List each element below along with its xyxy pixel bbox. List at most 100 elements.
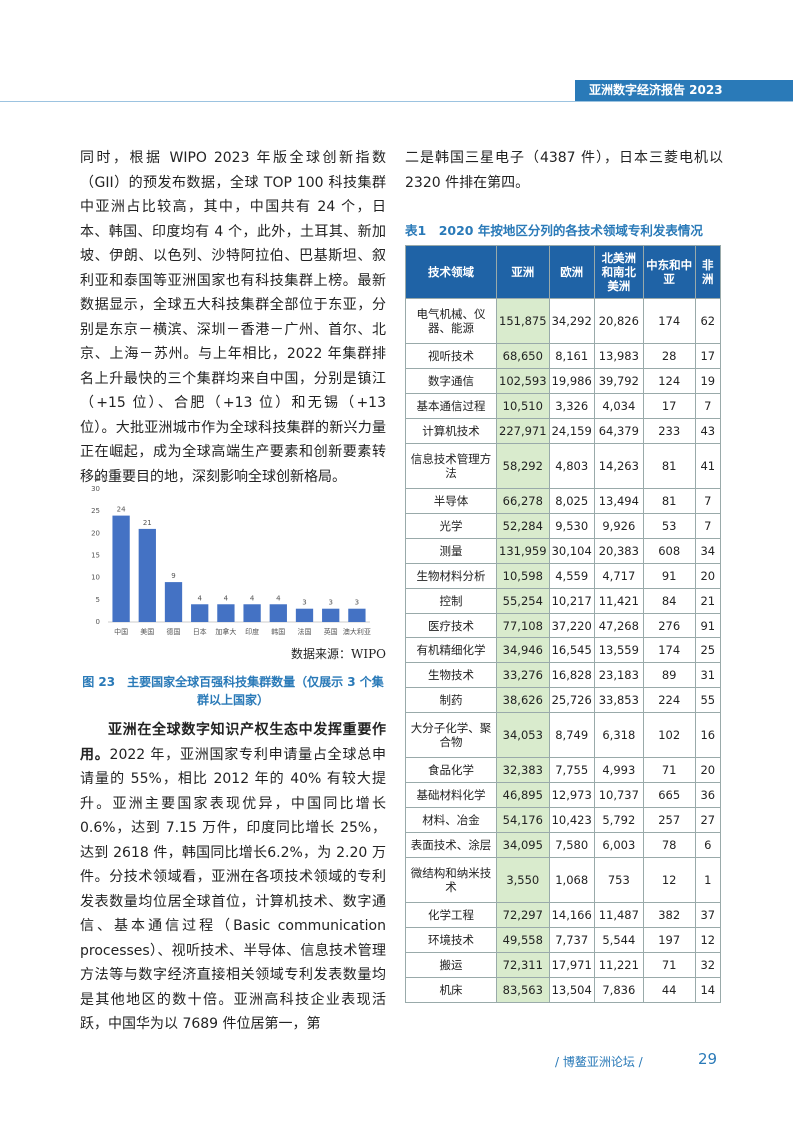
table-cell: 4,803: [548, 442, 595, 490]
table-cell: 7,836: [593, 976, 644, 1004]
table-cell: 4,559: [548, 562, 595, 589]
table-cell: 17,971: [548, 952, 595, 978]
table-cell: 化学工程: [405, 902, 497, 929]
table-cell: 33,853: [593, 687, 644, 714]
table-cell: 39,792: [593, 368, 644, 395]
table-row: 控制 55,254 10,217 11,421 84 21: [405, 587, 722, 614]
table-row: 计算机技术 227,971 24,159 64,379 233 43: [405, 417, 722, 444]
x-tick-label: 法国: [298, 627, 312, 636]
value-label: 9: [171, 572, 175, 580]
table-row: 化学工程 72,297 14,166 11,487 382 37: [405, 902, 722, 929]
value-label: 21: [143, 519, 152, 527]
table-row: 电气机械、仪器、能源 151,875 34,292 20,826 174 62: [405, 297, 722, 345]
table-row: 半导体 66,278 8,025 13,494 81 7: [405, 488, 722, 515]
table-cell: 46,895: [496, 782, 550, 809]
table-cell: 16,828: [548, 662, 595, 689]
table-cell: 77,108: [496, 612, 550, 639]
table-row: 信息技术管理方法 58,292 4,803 14,263 81 41: [405, 442, 722, 490]
table-cell: 102,593: [496, 368, 550, 395]
table-cell: 13,494: [593, 488, 644, 515]
y-tick-label: 20: [91, 529, 100, 537]
table-cell: 174: [642, 297, 696, 345]
table-row: 材料、冶金 54,176 10,423 5,792 257 27: [405, 807, 722, 834]
table-cell: 微结构和纳米技术: [405, 856, 497, 904]
table-cell: 20,383: [593, 537, 644, 564]
x-tick-label: 印度: [245, 627, 259, 636]
table-row: 制药 38,626 25,726 33,853 224 55: [405, 687, 722, 714]
table-cell: 电气机械、仪器、能源: [405, 297, 497, 345]
header-cell: 中东和中亚: [642, 245, 696, 299]
table-cell: 34,053: [496, 712, 550, 759]
table-cell: 5,544: [593, 927, 644, 954]
table-cell: 表面技术、涂层: [405, 832, 497, 858]
table-row: 基本通信过程 10,510 3,326 4,034 17 7: [405, 393, 722, 419]
table-cell: 66,278: [496, 488, 550, 515]
table-cell: 4,717: [593, 562, 644, 589]
x-tick-label: 日本: [193, 627, 207, 636]
unit-label: 单位：个: [94, 473, 122, 482]
table-cell: 7,737: [548, 927, 595, 954]
table-cell: 47,268: [593, 612, 644, 639]
y-tick-label: 10: [91, 574, 100, 582]
table-cell: 17: [642, 393, 696, 419]
table-cell: 11,421: [593, 587, 644, 614]
x-tick-label: 德国: [167, 627, 181, 636]
table-cell: 71: [642, 757, 696, 784]
text: 2022 年，亚洲国家专利申请量占全球总申请量的 55%，相比 2012 年的 …: [80, 746, 386, 1033]
table-cell: 8,025: [548, 488, 595, 515]
table-cell: 10,737: [593, 782, 644, 809]
table-cell: 34,095: [496, 832, 550, 858]
table-cell: 78: [642, 832, 696, 858]
table-cell: 91: [694, 612, 722, 639]
page-number: 29: [698, 1050, 718, 1068]
table-row: 光学 52,284 9,530 9,926 53 7: [405, 513, 722, 539]
table-cell: 44: [642, 976, 696, 1004]
value-label: 4: [224, 594, 229, 602]
table-cell: 89: [642, 662, 696, 689]
table-cell: 233: [642, 417, 696, 444]
paragraph: 二是韩国三星电子（4387 件），日本三菱电机以 2320 件排在第四。: [405, 150, 723, 191]
table-cell: 151,875: [496, 297, 550, 345]
table-cell: 382: [642, 902, 696, 929]
paragraph: 亚洲在全球数字知识产权生态中发挥重要作用。2022 年，亚洲国家专利申请量占全球…: [80, 718, 386, 1037]
y-tick-label: 15: [91, 552, 100, 560]
table-cell: 276: [642, 612, 696, 639]
table-row: 医疗技术 77,108 37,220 47,268 276 91: [405, 612, 722, 639]
table-cell: 38,626: [496, 687, 550, 714]
table-cell: 基本通信过程: [405, 393, 497, 419]
table-cell: 34,946: [496, 637, 550, 664]
table-cell: 10,598: [496, 562, 550, 589]
table-cell: 124: [642, 368, 696, 395]
table-row: 搬运 72,311 17,971 11,221 71 32: [405, 952, 722, 978]
table-cell: 608: [642, 537, 696, 564]
table-cell: 7,755: [548, 757, 595, 784]
table-cell: 131,959: [496, 537, 550, 564]
table-cell: 81: [642, 488, 696, 515]
table-cell: 6,318: [593, 712, 644, 759]
table-cell: 数字通信: [405, 368, 497, 395]
caption: 图 23 主要国家全球百强科技集群数量（仅展示 3 个集群以上国家）: [82, 675, 384, 707]
table-cell: 174: [642, 637, 696, 664]
table-cell: 机床: [405, 976, 497, 1004]
table-cell: 68,650: [496, 343, 550, 370]
bar: [191, 604, 209, 622]
table-cell: 31: [694, 662, 722, 689]
table-row: 生物技术 33,276 16,828 23,183 89 31: [405, 662, 722, 689]
table-cell: 83,563: [496, 976, 550, 1004]
table-cell: 9,530: [548, 513, 595, 539]
table-cell: 28: [642, 343, 696, 370]
table-row: 机床 83,563 13,504 7,836 44 14: [405, 976, 722, 1004]
table-cell: 54,176: [496, 807, 550, 834]
table-cell: 测量: [405, 537, 497, 564]
table-cell: 64,379: [593, 417, 644, 444]
x-tick-label: 澳大利亚: [343, 627, 371, 636]
header-cell: 欧洲: [548, 245, 595, 299]
table-row: 大分子化学、聚合物 34,053 8,749 6,318 102 16: [405, 712, 722, 759]
header-cell: 技术领域: [405, 245, 497, 299]
table-cell: 37: [694, 902, 722, 929]
table-cell: 14: [694, 976, 722, 1004]
bar: [322, 608, 340, 622]
table-cell: 71: [642, 952, 696, 978]
table-cell: 224: [642, 687, 696, 714]
table-cell: 3,550: [496, 856, 550, 904]
